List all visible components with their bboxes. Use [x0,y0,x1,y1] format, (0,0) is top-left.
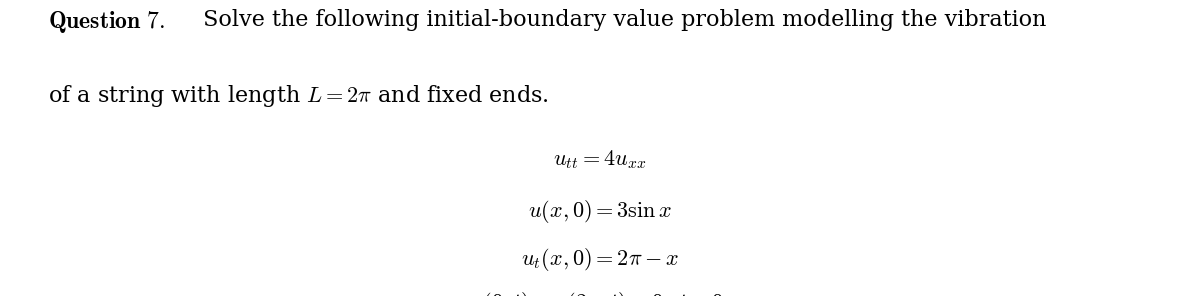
Text: $\mathbf{Question\ 7.}$: $\mathbf{Question\ 7.}$ [48,9,166,35]
Text: $u_t(x, 0) = 2\pi - x$: $u_t(x, 0) = 2\pi - x$ [521,246,679,273]
Text: $u(0, t) = u(2\pi, t) = 0,\ t > 0.$: $u(0, t) = u(2\pi, t) = 0,\ t > 0.$ [470,290,730,296]
Text: Solve the following initial-boundary value problem modelling the vibration: Solve the following initial-boundary val… [196,9,1046,31]
Text: of a string with length $L = 2\pi$ and fixed ends.: of a string with length $L = 2\pi$ and f… [48,83,548,109]
Text: $u_{tt} = 4u_{xx}$: $u_{tt} = 4u_{xx}$ [553,148,647,171]
Text: $u(x, 0) = 3\sin x$: $u(x, 0) = 3\sin x$ [528,198,672,225]
